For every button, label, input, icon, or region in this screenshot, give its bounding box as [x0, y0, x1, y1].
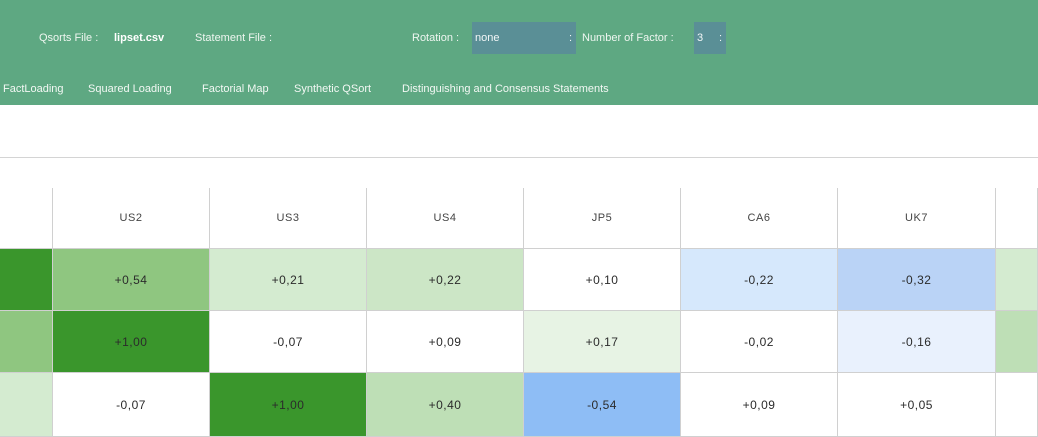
factor-count-separator: :	[718, 32, 722, 44]
factor-count-select[interactable]: 3 :	[694, 22, 726, 54]
table-cell: -0,16	[838, 311, 996, 373]
table-cell: +0,17	[524, 311, 681, 373]
table-cell-right-partial	[996, 373, 1038, 437]
tab-bar: FactLoading Squared Loading Factorial Ma…	[0, 83, 1038, 99]
table-cell-left-partial	[0, 249, 53, 311]
table-cell: +0,21	[210, 249, 367, 311]
table-cell: +0,40	[367, 373, 524, 437]
table-cell: -0,22	[681, 249, 838, 311]
tab-distinguishing-consensus[interactable]: Distinguishing and Consensus Statements	[402, 83, 609, 95]
factor-count-label: Number of Factor :	[582, 32, 674, 44]
table-cell: +1,00	[53, 311, 210, 373]
column-header: JP5	[524, 188, 681, 249]
table-cell-right-partial	[996, 311, 1038, 373]
column-header: US2	[53, 188, 210, 249]
table-cell: +0,09	[367, 311, 524, 373]
table-cell: +0,54	[53, 249, 210, 311]
tab-factloading[interactable]: FactLoading	[3, 83, 64, 95]
table-cell: +0,22	[367, 249, 524, 311]
table-cell: -0,07	[53, 373, 210, 437]
table-cell: -0,02	[681, 311, 838, 373]
rotation-separator: :	[568, 32, 572, 44]
app-header: Qsorts File : lipset.csv Statement File …	[0, 0, 1038, 105]
table-cell: +1,00	[210, 373, 367, 437]
column-header: US3	[210, 188, 367, 249]
table-cell: +0,10	[524, 249, 681, 311]
rotation-value: none	[475, 32, 500, 44]
table-cell: -0,32	[838, 249, 996, 311]
table-cell: +0,05	[838, 373, 996, 437]
table-cell-left-partial	[0, 373, 53, 437]
tab-squared-loading[interactable]: Squared Loading	[88, 83, 172, 95]
rotation-label: Rotation :	[412, 32, 460, 44]
toolbar: Qsorts File : lipset.csv Statement File …	[0, 22, 1038, 54]
qsorts-file-name[interactable]: lipset.csv	[114, 32, 165, 44]
factor-loading-table: US2 US3 US4 JP5 CA6 UK7 +0,54 +0,21 +0,22 +0,10 -0…	[0, 188, 1038, 437]
table-cell: -0,54	[524, 373, 681, 437]
tab-factorial-map[interactable]: Factorial Map	[202, 83, 269, 95]
table-cell-left-partial	[0, 311, 53, 373]
factor-count-value: 3	[697, 32, 704, 44]
column-header: CA6	[681, 188, 838, 249]
column-header: UK7	[838, 188, 996, 249]
table-cell: -0,07	[210, 311, 367, 373]
header-cell-right	[996, 188, 1038, 249]
rotation-select[interactable]: none :	[472, 22, 576, 54]
table-cell-right-partial	[996, 249, 1038, 311]
column-header: US4	[367, 188, 524, 249]
table-cell: +0,09	[681, 373, 838, 437]
divider	[0, 157, 1038, 158]
qsorts-file-label: Qsorts File :	[39, 32, 99, 44]
statement-file-label[interactable]: Statement File :	[195, 32, 273, 44]
tab-synthetic-qsort[interactable]: Synthetic QSort	[294, 83, 372, 95]
header-cell-left	[0, 188, 53, 249]
